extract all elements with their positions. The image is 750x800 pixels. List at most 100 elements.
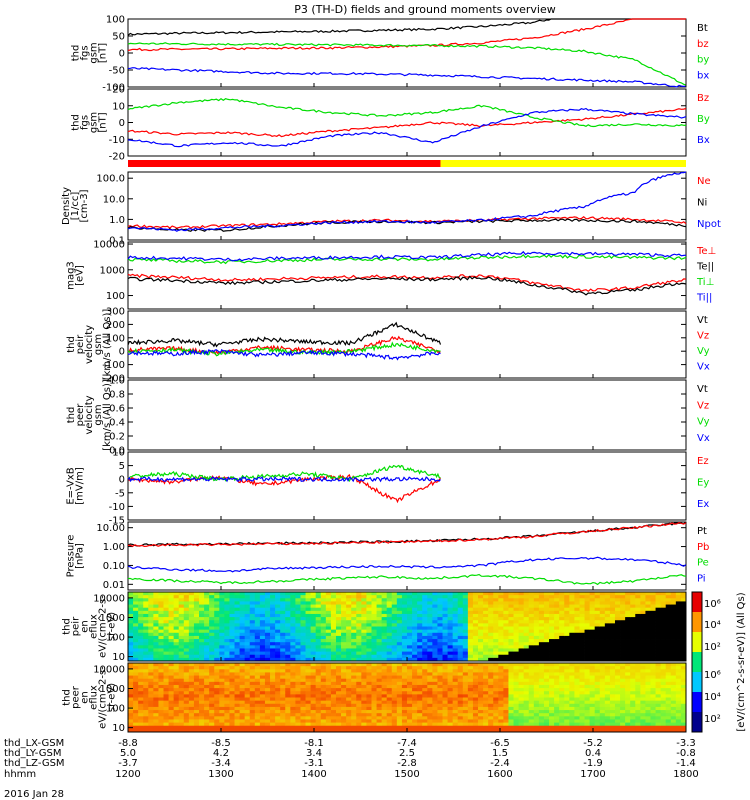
heatmap-cell [452, 666, 459, 670]
heatmap-cell [401, 672, 408, 676]
heatmap-cell [254, 604, 261, 609]
heatmap-cell [178, 697, 185, 702]
heatmap-cell [209, 598, 215, 602]
heatmap-cell [554, 607, 560, 612]
heatmap-cell [259, 626, 266, 631]
heatmap-cell [554, 694, 560, 698]
heatmap-cell [371, 706, 377, 711]
heatmap-cell [549, 713, 555, 717]
heatmap-cell [503, 722, 509, 727]
heatmap-cell [133, 617, 139, 621]
heatmap-cell [346, 684, 352, 689]
heatmap-cell [310, 678, 317, 683]
heatmap-cell [635, 719, 641, 723]
heatmap-cell [518, 639, 525, 643]
heatmap-cell [193, 725, 200, 730]
heatmap-cell [462, 617, 469, 621]
heatmap-cell [538, 635, 545, 640]
heatmap-cell [290, 623, 296, 627]
heatmap-cell [401, 620, 408, 624]
heatmap-cell [528, 719, 535, 723]
heatmap-cell [366, 700, 372, 705]
heatmap-cell [680, 610, 687, 615]
heatmap-cell [554, 610, 560, 615]
heatmap-cell [498, 623, 504, 627]
heatmap-cell [513, 666, 519, 670]
heatmap-cell [675, 632, 682, 637]
heatmap-cell [543, 604, 550, 609]
heatmap-cell [670, 639, 677, 643]
heatmap-cell [128, 697, 134, 702]
heatmap-cell [442, 719, 448, 723]
heatmap-cell [462, 601, 469, 605]
heatmap-cell [412, 639, 418, 643]
heatmap-cell [432, 639, 438, 643]
heatmap-cell [452, 706, 459, 711]
heatmap-cell [675, 654, 682, 659]
heatmap-cell [432, 666, 438, 670]
heatmap-cell [538, 700, 545, 705]
heatmap-cell [320, 654, 327, 659]
heatmap-cell [589, 669, 596, 673]
heatmap-cell [168, 700, 175, 705]
heatmap-cell [173, 681, 180, 686]
heatmap-cell [401, 635, 408, 640]
heatmap-cell [437, 617, 443, 621]
heatmap-cell [376, 595, 383, 599]
heatmap-cell [457, 642, 464, 646]
legend-bz: bz [697, 39, 709, 50]
heatmap-cell [153, 672, 159, 676]
ylabel-line: [1/cc] [70, 192, 81, 221]
heatmap-cell [584, 635, 591, 640]
heatmap-cell [483, 716, 489, 720]
heatmap-cell [396, 654, 403, 659]
heatmap-cell [128, 617, 134, 621]
heatmap-cell [437, 694, 443, 698]
heatmap-cell [604, 706, 611, 711]
heatmap-cell [371, 626, 377, 631]
heatmap-cell [630, 710, 636, 714]
heatmap-cell [280, 613, 286, 618]
heatmap-cell [351, 613, 357, 618]
heatmap-cell [133, 645, 139, 649]
heatmap-cell [518, 716, 525, 720]
heatmap-cell [508, 629, 514, 634]
heatmap-cell [660, 598, 667, 602]
heatmap-cell [188, 710, 195, 714]
heatmap-cell [310, 710, 317, 714]
heatmap-cell [305, 654, 312, 659]
heatmap-cell [133, 657, 139, 662]
heatmap-cell [168, 694, 175, 698]
heatmap-cell [599, 632, 606, 637]
heatmap-cell [528, 592, 535, 596]
heatmap-cell [280, 722, 286, 727]
heatmap-cell [437, 691, 443, 695]
heatmap-cell [259, 672, 266, 676]
heatmap-cell [564, 697, 570, 702]
heatmap-cell [356, 669, 362, 673]
heatmap-cell [579, 629, 585, 634]
heatmap-cell [224, 678, 230, 683]
heatmap-cell [645, 654, 651, 659]
heatmap-cell [193, 592, 200, 596]
heatmap-cell [462, 719, 469, 723]
heatmap-cell [533, 700, 540, 705]
heatmap-cell [295, 613, 301, 618]
heatmap-cell [645, 620, 651, 624]
heatmap-cell [457, 669, 464, 673]
heatmap-cell [452, 694, 459, 698]
heatmap-cell [680, 601, 687, 605]
heatmap-cell [569, 595, 575, 599]
heatmap-cell [391, 642, 398, 646]
heatmap-cell [625, 626, 631, 631]
heatmap-cell [401, 713, 408, 717]
heatmap-cell [609, 681, 616, 686]
heatmap-cell [163, 678, 169, 683]
heatmap-cell [554, 645, 560, 649]
heatmap-cell [467, 592, 474, 596]
heatmap-cell [462, 691, 469, 695]
heatmap-cell [264, 706, 271, 711]
heatmap-cell [335, 669, 342, 673]
heatmap-cell [270, 678, 276, 683]
heatmap-cell [564, 663, 570, 667]
